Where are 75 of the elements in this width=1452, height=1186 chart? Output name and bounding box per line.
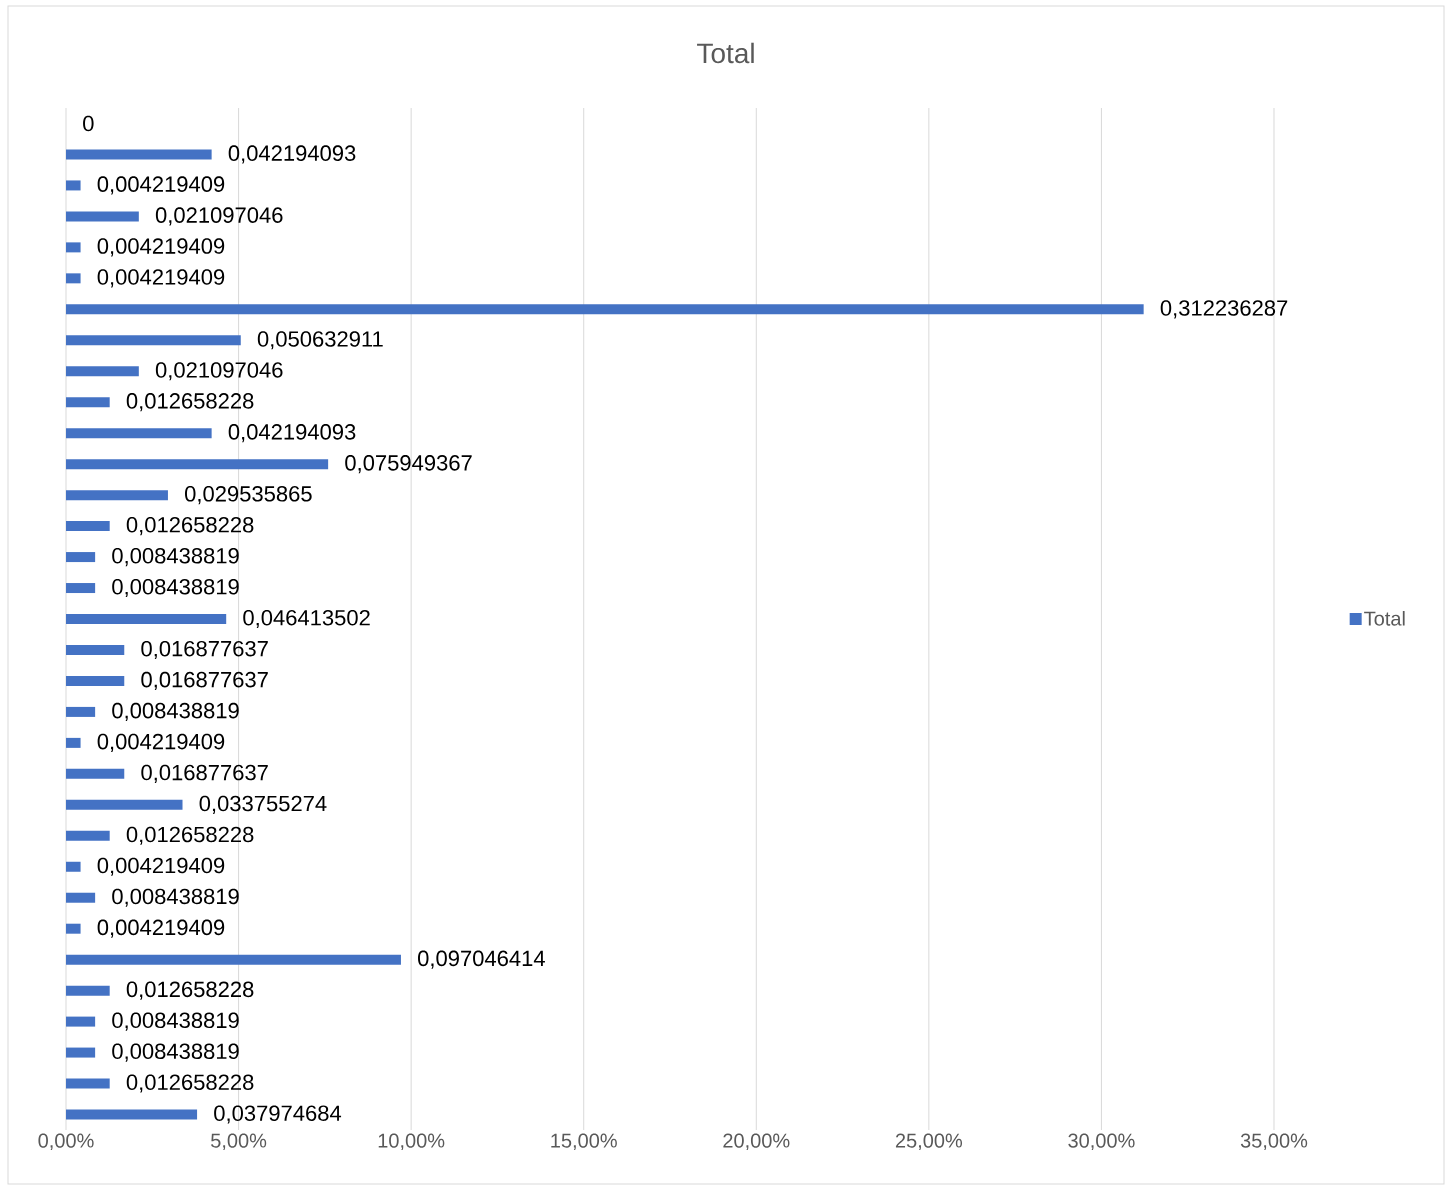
x-tick-label: 25,00% (895, 1133, 963, 1151)
data-label: 0,016877637 (141, 764, 268, 783)
bar (66, 614, 227, 625)
data-label: 0,004219409 (97, 919, 225, 938)
bar (66, 428, 212, 439)
bar (66, 459, 329, 470)
bar (66, 861, 81, 872)
x-tick-label: 5,00% (211, 1133, 267, 1151)
data-label: 0,312236287 (1160, 300, 1288, 319)
bar (66, 552, 96, 563)
data-label: 0,016877637 (141, 671, 268, 691)
data-label: 0,075949367 (345, 455, 472, 474)
data-label: 0,008438819 (112, 702, 239, 721)
data-label: 0,004219409 (97, 269, 225, 288)
bar (66, 490, 168, 501)
data-label: 0,004219409 (97, 857, 225, 876)
bar (66, 304, 1144, 315)
data-label: 0,021097046 (155, 362, 283, 381)
bar (66, 335, 241, 346)
data-label: 0,042194093 (228, 424, 356, 443)
data-label: 0,008438819 (112, 1043, 239, 1062)
data-label: 0,097046414 (418, 950, 545, 969)
data-label: 0,004219409 (97, 733, 225, 752)
x-tick-label: 20,00% (723, 1133, 790, 1151)
bar (66, 737, 81, 748)
chart-title: Total (697, 42, 754, 64)
bar (66, 397, 110, 408)
data-label: 0,042194093 (228, 145, 356, 164)
data-label: 0,008438819 (112, 547, 239, 567)
bar (66, 366, 139, 377)
x-tick-label: 10,00% (378, 1133, 445, 1151)
data-label: 0,004219409 (97, 176, 225, 195)
x-tick-label: 15,00% (551, 1133, 617, 1151)
bar (66, 583, 96, 594)
data-label: 0,016877637 (141, 640, 268, 660)
bar (66, 211, 139, 222)
x-tick-label: 35,00% (1240, 1133, 1308, 1151)
bar (66, 954, 401, 965)
bar (66, 892, 96, 903)
data-label: 0,012658228 (126, 981, 254, 1000)
data-label: 0,008438819 (112, 578, 239, 598)
bar (66, 242, 81, 253)
data-label: 0,033755274 (199, 795, 327, 814)
data-label: 0,004219409 (97, 238, 225, 257)
legend-label: Total (1364, 611, 1405, 626)
bar (66, 180, 81, 191)
bar (66, 644, 125, 655)
data-label: 0,012658228 (126, 1074, 254, 1093)
bar (66, 985, 110, 996)
data-label: 0,012658228 (126, 826, 254, 845)
bar (66, 768, 125, 779)
bar (66, 799, 183, 810)
data-label: 0,008438819 (112, 1012, 239, 1031)
data-label: 0 (83, 115, 94, 132)
x-tick-label: 0,00% (38, 1133, 94, 1151)
bar (66, 1047, 96, 1058)
data-label: 0,046413502 (243, 609, 370, 629)
bar (66, 675, 125, 686)
bar (66, 830, 110, 841)
data-label: 0,012658228 (126, 517, 254, 536)
x-tick-label: 30,00% (1068, 1133, 1135, 1151)
bar (66, 923, 81, 934)
bar (66, 521, 110, 532)
bar (66, 706, 96, 717)
bar (66, 1016, 96, 1027)
data-label: 0,029535865 (185, 486, 312, 505)
data-label: 0,037974684 (214, 1105, 342, 1124)
bar (66, 149, 212, 160)
data-label: 0,021097046 (155, 207, 283, 226)
data-label: 0,012658228 (126, 393, 254, 412)
data-label: 0,050632911 (257, 331, 383, 350)
bar (66, 1109, 198, 1120)
data-label: 0,008438819 (112, 888, 239, 907)
bar (66, 273, 81, 284)
bar (66, 1078, 110, 1089)
